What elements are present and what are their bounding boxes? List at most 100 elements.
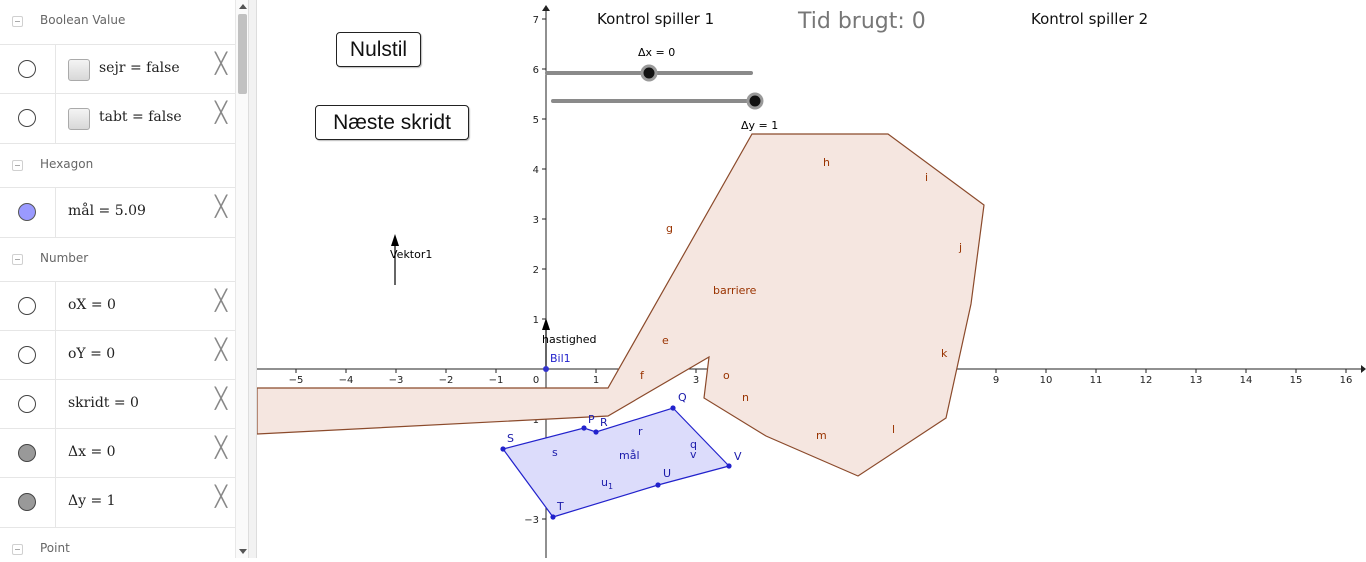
view-divider[interactable] — [248, 0, 257, 558]
visibility-circle-icon[interactable] — [18, 395, 36, 413]
visibility-toggle[interactable] — [0, 45, 56, 94]
visibility-toggle[interactable] — [0, 380, 56, 429]
visibility-circle-icon[interactable] — [18, 493, 36, 511]
visibility-toggle[interactable] — [0, 331, 56, 380]
visibility-circle-icon[interactable] — [18, 60, 36, 78]
checkbox-sejr[interactable] — [68, 59, 90, 81]
delete-icon[interactable]: ╳ — [214, 288, 227, 312]
barrier-edge-k: k — [941, 347, 948, 360]
scroll-up-icon[interactable] — [239, 4, 247, 9]
item-text[interactable]: oY = 0 — [68, 346, 116, 362]
velocity-arrowhead-icon — [542, 318, 550, 330]
graphics-view[interactable]: −5−4−3−2−1012345678910111213141516765432… — [256, 0, 1366, 558]
next-step-button[interactable]: Næste skridt — [315, 105, 469, 140]
algebra-item-sejr[interactable]: sejr = false ╳ — [0, 44, 235, 94]
algebra-item-dy[interactable]: Δy = 1 ╳ — [0, 477, 235, 527]
collapse-icon[interactable] — [12, 254, 23, 265]
item-text[interactable]: Δy = 1 — [68, 493, 116, 509]
barrier-edge-j: j — [959, 241, 963, 254]
y-tick-label: −3 — [524, 515, 539, 526]
point-s[interactable] — [500, 446, 506, 452]
x-tick-label: 3 — [693, 375, 699, 386]
delete-icon[interactable]: ╳ — [214, 51, 227, 75]
graphics-canvas[interactable]: −5−4−3−2−1012345678910111213141516765432… — [256, 0, 1366, 558]
y-axis-arrow-icon — [542, 5, 550, 11]
x-tick-label: 10 — [1040, 375, 1053, 386]
group-label: Boolean Value — [40, 13, 126, 27]
algebra-item-oy[interactable]: oY = 0 ╳ — [0, 330, 235, 380]
delete-icon[interactable]: ╳ — [214, 386, 227, 410]
point-v[interactable] — [726, 463, 732, 469]
delete-icon[interactable]: ╳ — [214, 100, 227, 124]
visibility-toggle[interactable] — [0, 94, 56, 143]
reset-button[interactable]: Nulstil — [336, 32, 421, 67]
item-text[interactable]: Δx = 0 — [68, 444, 116, 460]
time-used-label: Tid brugt: 0 — [798, 9, 926, 34]
point-p[interactable] — [581, 425, 587, 431]
point-r[interactable] — [593, 429, 599, 435]
algebra-item-maal[interactable]: mål = 5.09 ╳ — [0, 187, 235, 237]
slider-dy-handle[interactable] — [746, 92, 764, 110]
visibility-circle-icon[interactable] — [18, 297, 36, 315]
algebra-item-skridt[interactable]: skridt = 0 ╳ — [0, 379, 235, 429]
slider-dx-label: Δx = 0 — [638, 46, 676, 59]
scrollbar-thumb[interactable] — [238, 14, 247, 94]
delete-icon[interactable]: ╳ — [214, 194, 227, 218]
point-label-s: S — [507, 432, 514, 445]
point-label-q: Q — [678, 391, 687, 404]
algebra-item-ox[interactable]: oX = 0 ╳ — [0, 281, 235, 331]
item-text[interactable]: tabt = false — [99, 109, 182, 125]
collapse-icon[interactable] — [12, 16, 23, 27]
visibility-toggle[interactable] — [0, 188, 56, 237]
delete-icon[interactable]: ╳ — [214, 337, 227, 361]
scroll-down-icon[interactable] — [239, 549, 247, 554]
barrier-edge-m: m — [816, 429, 827, 442]
delete-icon[interactable]: ╳ — [214, 484, 227, 508]
x-tick-label: 11 — [1090, 375, 1103, 386]
group-hexagon[interactable]: Hexagon — [0, 143, 235, 188]
item-text[interactable]: skridt = 0 — [68, 395, 139, 411]
point-q[interactable] — [670, 405, 676, 411]
visibility-toggle[interactable] — [0, 282, 56, 331]
barrier-polygon[interactable] — [256, 133, 985, 477]
point-label-u: U — [663, 467, 672, 480]
vector1-label: Vektor1 — [390, 248, 433, 261]
visibility-circle-icon[interactable] — [18, 109, 36, 127]
checkbox-tabt[interactable] — [68, 108, 90, 130]
y-tick-label: 3 — [533, 215, 539, 226]
y-tick-label: 7 — [533, 15, 539, 26]
point-u[interactable] — [655, 482, 661, 488]
delete-icon[interactable]: ╳ — [214, 435, 227, 459]
point-t[interactable] — [550, 514, 556, 520]
algebra-item-dx[interactable]: Δx = 0 ╳ — [0, 428, 235, 478]
algebra-item-tabt[interactable]: tabt = false ╳ — [0, 93, 235, 143]
group-point[interactable]: Point — [0, 527, 235, 558]
point-label-t: T — [557, 500, 564, 513]
barrier-edge-g: g — [666, 222, 673, 235]
visibility-circle-icon[interactable] — [18, 346, 36, 364]
group-boolean-value[interactable]: Boolean Value — [0, 0, 235, 44]
item-text[interactable]: mål = 5.09 — [68, 203, 146, 219]
y-tick-label: 5 — [533, 115, 539, 126]
visibility-toggle[interactable] — [0, 429, 56, 478]
algebra-scrollbar[interactable] — [235, 0, 249, 558]
car-point[interactable] — [543, 366, 549, 372]
item-text[interactable]: oX = 0 — [68, 297, 116, 313]
collapse-icon[interactable] — [12, 544, 23, 555]
visibility-toggle[interactable] — [0, 478, 56, 527]
collapse-icon[interactable] — [12, 160, 23, 171]
visibility-circle-icon[interactable] — [18, 444, 36, 462]
x-tick-label: −2 — [439, 375, 454, 386]
velocity-label: hastighed — [542, 333, 597, 346]
target-edge-q: q — [690, 438, 697, 451]
barrier-edge-f: f — [640, 369, 644, 382]
group-number[interactable]: Number — [0, 237, 235, 282]
target-label: mål — [619, 449, 640, 462]
barrier-label: barriere — [713, 284, 757, 297]
group-label: Number — [40, 251, 89, 265]
item-text[interactable]: sejr = false — [99, 60, 180, 76]
target-vertices — [500, 405, 732, 520]
point-label-v: V — [734, 450, 742, 463]
slider-dx-handle[interactable] — [640, 64, 658, 82]
visibility-circle-icon[interactable] — [18, 203, 36, 221]
